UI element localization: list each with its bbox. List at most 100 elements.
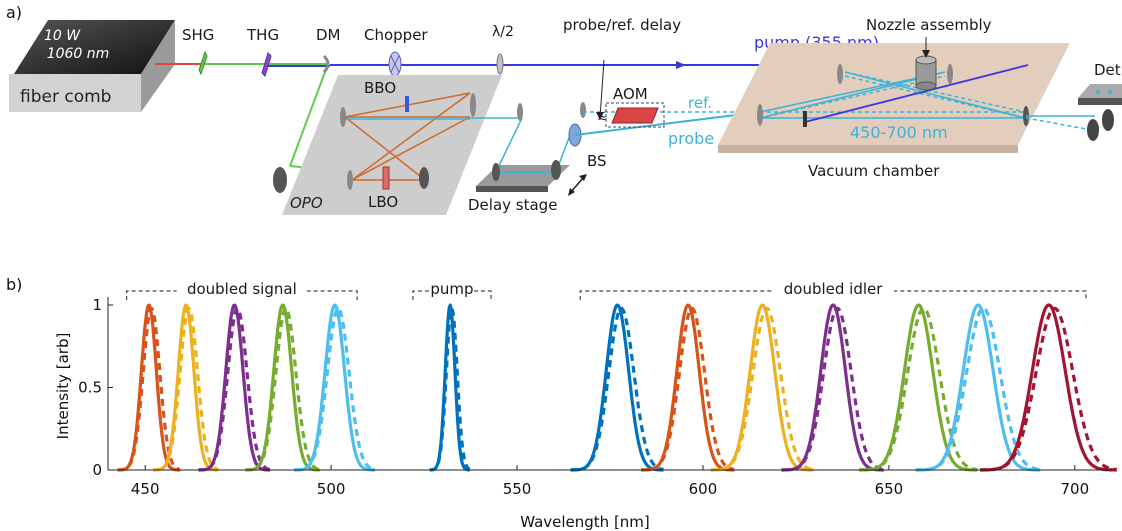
opo-label: OPO — [290, 194, 323, 212]
laser-front-face — [9, 74, 141, 112]
x-tick-label-650: 650 — [875, 480, 904, 498]
aom-box — [605, 102, 665, 128]
series-2-solid — [197, 303, 271, 472]
green-to-opo — [289, 63, 329, 167]
series-5-solid — [429, 303, 471, 472]
vacuum-chamber-label: Vacuum chamber — [808, 162, 940, 180]
laser-wavelength: 1060 nm — [47, 46, 110, 62]
delay-arrowhead-2 — [579, 174, 587, 181]
bbo-crystal — [405, 96, 409, 112]
bbo-label: BBO — [364, 79, 396, 97]
chopper — [388, 51, 402, 77]
bs-label: BS — [587, 152, 607, 170]
probe-ref-arrowhead — [596, 112, 604, 120]
x-tick-label-450: 450 — [131, 480, 160, 498]
bracket-1 — [412, 290, 492, 300]
shg-label: SHG — [182, 26, 214, 44]
bs-mirror — [580, 102, 586, 118]
output-beam-ref — [1025, 117, 1093, 131]
laser-side-face — [141, 20, 175, 112]
shg-crystal — [198, 50, 208, 76]
det-mirror-2 — [1102, 109, 1114, 131]
delay-mirror-2 — [551, 160, 561, 180]
pump-in-chamber — [804, 64, 1029, 123]
delay-stage-label: Delay stage — [468, 196, 557, 214]
series-11-dashed — [914, 306, 1041, 472]
series-11-solid — [914, 303, 1041, 472]
opo-out-mirror — [517, 103, 523, 121]
series-9-solid — [780, 303, 885, 472]
series-12-dashed — [979, 306, 1118, 472]
detector-box — [1078, 84, 1122, 98]
thg-crystal — [261, 52, 272, 77]
series-2-dashed — [197, 306, 271, 472]
laser-name: fiber comb — [20, 87, 111, 107]
y-axis-label: Intensity [arb] — [54, 333, 72, 440]
series-0-solid — [116, 303, 181, 472]
panel-a-label: a) — [6, 3, 22, 22]
series-6-dashed — [569, 306, 665, 472]
bracket-label-2: doubled idler — [784, 280, 883, 298]
delay-squiggle: ≈ — [597, 111, 608, 126]
x-tick-label-600: 600 — [689, 480, 718, 498]
x-axis-label: Wavelength [nm] — [520, 513, 650, 531]
dm-mirror — [322, 54, 330, 74]
bracket-label-bg-2 — [772, 279, 895, 297]
to-delay-beam — [495, 117, 523, 173]
nozzle-label: Nozzle assembly — [866, 16, 992, 34]
pump-arrow — [676, 61, 686, 69]
probe-label: probe — [668, 129, 714, 148]
series-8-dashed — [710, 306, 814, 472]
x-tick-label-550: 550 — [503, 480, 532, 498]
half-wave-plate — [496, 53, 504, 75]
panel-a: a) 10 W 1060 nm fiber comb SHG THG DM — [6, 3, 1122, 215]
laser-power: 10 W — [44, 28, 81, 44]
y-tick-label-1: 1 — [92, 296, 102, 314]
bracket-label-bg-1 — [429, 279, 475, 297]
chopper-label: Chopper — [364, 26, 428, 44]
series-7-dashed — [640, 306, 735, 472]
x-tick-label-500: 500 — [317, 480, 346, 498]
series-12-solid — [979, 303, 1118, 472]
series-5-dashed — [429, 307, 471, 472]
laser-top-face — [14, 20, 175, 74]
group-brackets: doubled signal pump doubled idler — [125, 279, 1087, 300]
detector-port-1 — [1096, 90, 1100, 94]
beam-block — [803, 111, 807, 127]
bracket-label-bg-0 — [176, 279, 308, 297]
probe-ref-delay-label: probe/ref. delay — [563, 16, 681, 34]
series-10-dashed — [858, 306, 979, 472]
nozzle-arrowhead — [922, 50, 930, 58]
bracket-label-1: pump — [430, 280, 473, 298]
probe-range-label: 450-700 nm — [850, 123, 948, 142]
probe-beam — [574, 111, 761, 136]
series-6-solid — [569, 303, 665, 472]
panel-b-label: b) — [6, 275, 22, 294]
series-10-solid — [858, 303, 979, 472]
bracket-label-0: doubled signal — [187, 280, 297, 298]
ref-label: ref. — [688, 94, 712, 112]
series-1-solid — [152, 303, 219, 472]
aom-crystal — [611, 107, 659, 124]
half-wave-label: λ/2 — [492, 24, 514, 40]
series-8-solid — [710, 303, 814, 472]
series-4-solid — [293, 303, 376, 472]
opo-mirrors — [273, 93, 476, 193]
spectra-curves — [116, 303, 1118, 472]
fiber-comb-laser: 10 W 1060 nm fiber comb — [9, 20, 175, 112]
lbo-crystal — [382, 166, 390, 190]
spectra-chart: b) doubled signal pump doubled idler 450 50… — [6, 275, 1118, 531]
lbo-label: LBO — [368, 193, 398, 211]
delay-stage-front — [476, 186, 548, 192]
aom-label: AOM — [613, 85, 648, 103]
y-tick-label-0.5: 0.5 — [78, 379, 102, 397]
chart-axes: 450 500 550 600 650 700 0 0.5 1 — [78, 296, 1112, 498]
detector-front — [1078, 98, 1122, 105]
vacuum-chamber-edge — [718, 145, 1018, 153]
y-tick-label-0: 0 — [92, 461, 102, 479]
nozzle-assembly — [915, 55, 937, 91]
series-9-dashed — [780, 306, 885, 472]
delay-mirror-1 — [492, 163, 500, 181]
thg-label: THG — [246, 26, 279, 44]
